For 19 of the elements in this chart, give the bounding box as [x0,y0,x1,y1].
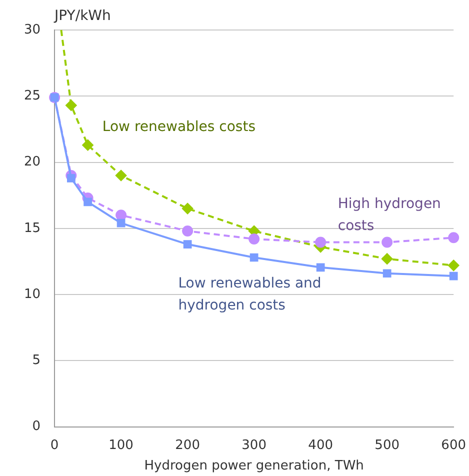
x-tick-label: 0 [50,438,59,453]
annotation: Low renewables costs [102,118,256,135]
x-tick-label: 200 [175,438,200,453]
y-tick-label: 0 [32,419,41,434]
y-tick-label: 25 [24,88,41,104]
annotation: Low renewables and hydrogen costs [178,276,322,314]
x-tick-label: 600 [441,438,466,453]
y-tick-label: 20 [24,154,41,170]
y-axis-title: JPY/kWh [54,8,111,24]
x-tick-label: 300 [242,438,266,453]
annotation: High hydrogen costs [338,196,441,234]
x-tick-label: 500 [374,438,400,453]
y-tick-label: 30 [24,22,41,38]
y-tick-label: 15 [24,220,41,236]
x-tick-label: 400 [308,438,333,453]
y-tick-label: 5 [32,353,41,368]
x-tick-label: 100 [108,438,134,453]
x-axis-title: Hydrogen power generation, TWh [144,458,364,474]
y-tick-label: 10 [24,286,41,302]
